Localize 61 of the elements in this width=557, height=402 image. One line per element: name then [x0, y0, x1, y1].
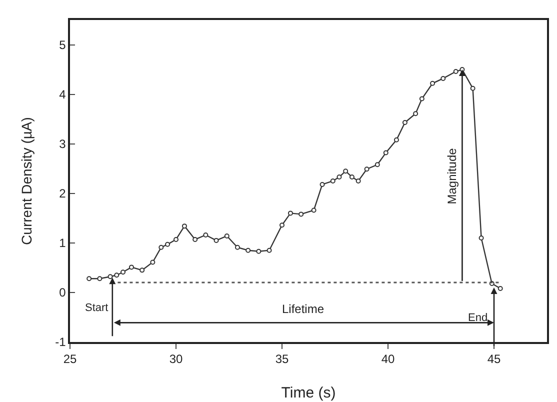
point [174, 236, 178, 242]
annotation: Start [85, 302, 108, 314]
point [470, 86, 476, 91]
point [86, 276, 92, 282]
point [234, 244, 240, 250]
point [266, 248, 272, 253]
y-axis-title: Current Density (µA) [18, 117, 34, 245]
y-tick-label: -1 [55, 335, 66, 350]
point [280, 222, 284, 228]
point [224, 233, 230, 238]
point [320, 182, 325, 187]
point [440, 76, 446, 81]
point [383, 150, 388, 156]
point [203, 232, 208, 238]
x-tick-label: 35 [275, 352, 289, 366]
x-tick-label: 25 [63, 352, 77, 366]
point [97, 276, 102, 282]
point [498, 286, 503, 291]
point [158, 244, 164, 250]
point [336, 174, 342, 180]
point [128, 264, 134, 270]
point [165, 242, 170, 247]
point [214, 238, 219, 243]
point [114, 272, 120, 278]
point [192, 236, 198, 242]
point [349, 174, 354, 180]
point [453, 69, 458, 74]
point [394, 137, 399, 142]
point [108, 274, 113, 280]
point [356, 178, 361, 184]
point [182, 224, 187, 229]
x-tick-label: 30 [169, 352, 183, 366]
x-axis-title: Time (s) [281, 384, 336, 402]
point [430, 80, 436, 86]
y-tick-label: 5 [59, 38, 66, 52]
point [413, 111, 418, 116]
point [374, 162, 380, 168]
x-tick-label: 40 [381, 352, 395, 366]
point [402, 120, 408, 126]
point [120, 270, 126, 275]
point [343, 168, 348, 174]
point [478, 235, 484, 240]
point [288, 210, 293, 216]
point [298, 212, 304, 217]
y-tick-label: 0 [59, 286, 66, 300]
point [256, 248, 262, 254]
point [364, 166, 370, 172]
y-tick-label: 1 [59, 236, 66, 250]
point [330, 178, 336, 184]
point [419, 96, 424, 102]
point [246, 248, 251, 253]
annotation: End [468, 312, 488, 324]
y-tick-label: 3 [59, 137, 66, 152]
y-tick-label: 4 [59, 88, 66, 102]
x-tick-label: 45 [487, 352, 501, 366]
annotation: Lifetime [282, 302, 324, 316]
point [140, 268, 145, 273]
y-tick-label: 2 [59, 186, 66, 201]
point [311, 208, 316, 213]
point [150, 260, 156, 265]
annotation: Magnitude [445, 148, 460, 204]
